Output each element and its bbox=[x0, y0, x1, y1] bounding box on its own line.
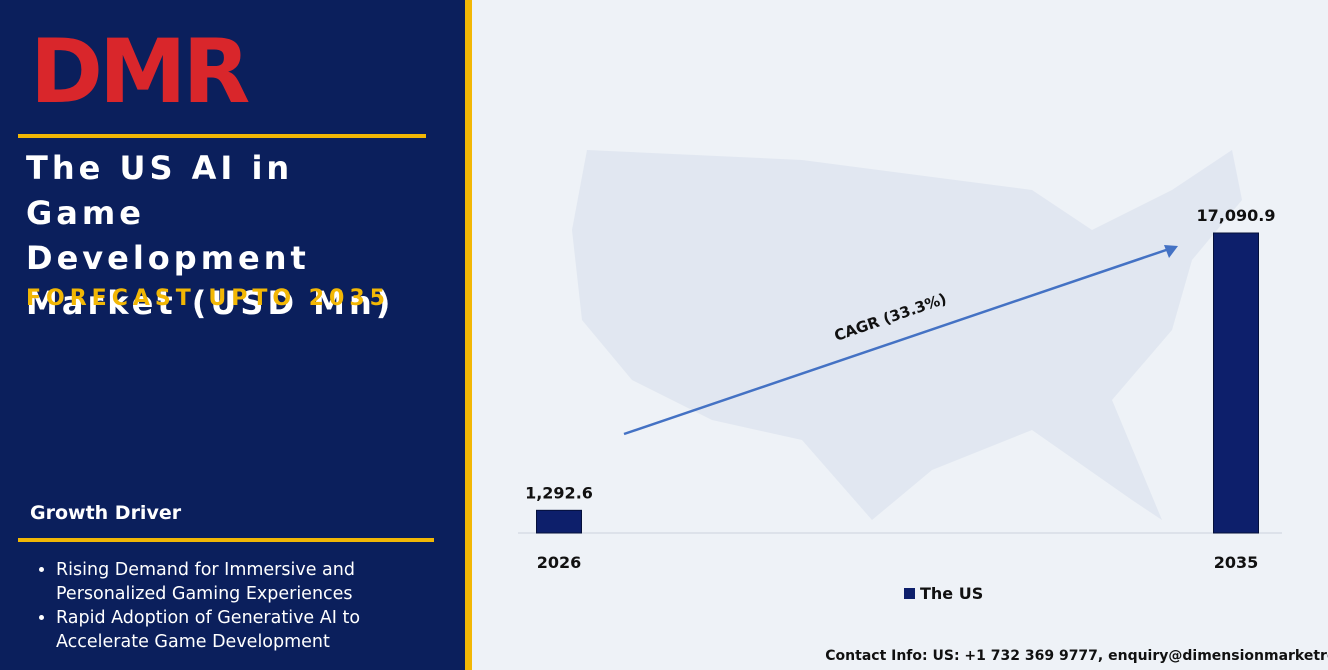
arrow-head bbox=[1164, 245, 1178, 258]
side-panel bbox=[0, 0, 465, 670]
growth-heading: Growth Driver bbox=[30, 502, 182, 524]
value-label: 17,090.9 bbox=[1197, 206, 1276, 225]
growth-item: Rising Demand for Immersive and Personal… bbox=[56, 558, 386, 606]
x-tick-label: 2035 bbox=[1214, 553, 1259, 572]
chart-title: The US AI in Game Development Market (US… bbox=[26, 149, 395, 322]
logo: DMR bbox=[30, 20, 250, 123]
stripe bbox=[465, 0, 472, 670]
trend-arrow bbox=[623, 246, 1173, 436]
growth-item: Rapid Adoption of Generative AI to Accel… bbox=[56, 606, 386, 654]
divider bbox=[18, 134, 426, 138]
x-tick-label: 2026 bbox=[537, 553, 582, 572]
bar bbox=[536, 509, 582, 534]
contact: Contact Info: US: +1 732 369 9777, enqui… bbox=[825, 648, 1328, 664]
legend-label: The US bbox=[920, 584, 983, 603]
map bbox=[572, 150, 1242, 520]
growth-list: Rising Demand for Immersive and Personal… bbox=[28, 558, 386, 654]
chart-subtitle: FORECAST UPTO 2035 bbox=[26, 286, 390, 311]
chart: CAGR (33.3%) Contact Info: US: +1 732 36… bbox=[518, 150, 1328, 664]
bar bbox=[1213, 232, 1259, 534]
value-label: 1,292.6 bbox=[525, 483, 593, 502]
legend-swatch bbox=[904, 588, 915, 599]
divider bbox=[18, 538, 434, 542]
